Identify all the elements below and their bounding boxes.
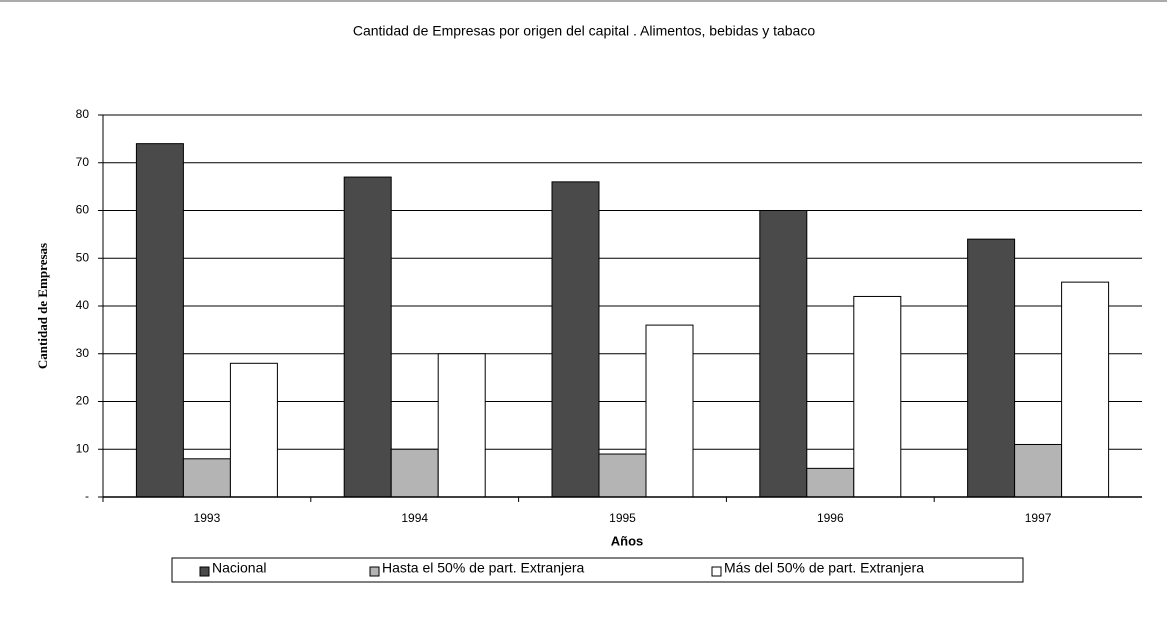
bar bbox=[182, 458, 231, 498]
y-tick-label: 70 bbox=[76, 155, 90, 169]
legend-swatch bbox=[369, 566, 380, 577]
bar bbox=[229, 362, 278, 498]
x-tick-label: 1993 bbox=[194, 511, 221, 525]
x-tick-label: 1996 bbox=[817, 511, 844, 525]
legend-label: Hasta el 50% de part. Extranjera bbox=[382, 560, 585, 576]
y-tick-label: 40 bbox=[76, 298, 90, 312]
y-tick-label: 30 bbox=[76, 346, 90, 360]
x-tick-label: 1997 bbox=[1025, 511, 1052, 525]
x-axis-label: Años bbox=[611, 533, 644, 548]
bar bbox=[390, 448, 439, 498]
bar bbox=[967, 238, 1016, 498]
bar bbox=[551, 181, 600, 498]
chart-title: Cantidad de Empresas por origen del capi… bbox=[353, 23, 815, 39]
bar bbox=[853, 295, 902, 498]
bar bbox=[437, 353, 486, 498]
y-tick-label: 60 bbox=[76, 203, 90, 217]
y-tick-label: 80 bbox=[76, 107, 90, 121]
legend-label: Nacional bbox=[212, 560, 266, 576]
y-tick-label: 50 bbox=[76, 250, 90, 264]
bar bbox=[598, 453, 647, 498]
y-tick-label: 20 bbox=[76, 394, 90, 408]
bar bbox=[1014, 443, 1063, 498]
bar bbox=[1061, 281, 1110, 498]
y-axis-label: Cantidad de Empresas bbox=[35, 243, 50, 369]
bar bbox=[135, 143, 184, 498]
y-tick-label: - bbox=[85, 489, 89, 503]
bar bbox=[806, 467, 855, 498]
bar bbox=[645, 324, 694, 498]
legend-swatch bbox=[199, 566, 210, 577]
bar bbox=[343, 176, 392, 498]
x-tick-label: 1994 bbox=[401, 511, 428, 525]
legend-box bbox=[171, 557, 1024, 583]
bar bbox=[759, 210, 808, 498]
x-tick-label: 1995 bbox=[609, 511, 636, 525]
y-tick-label: 10 bbox=[76, 441, 90, 455]
legend-label: Más del 50% de part. Extranjera bbox=[724, 560, 924, 576]
legend-swatch bbox=[711, 566, 722, 577]
